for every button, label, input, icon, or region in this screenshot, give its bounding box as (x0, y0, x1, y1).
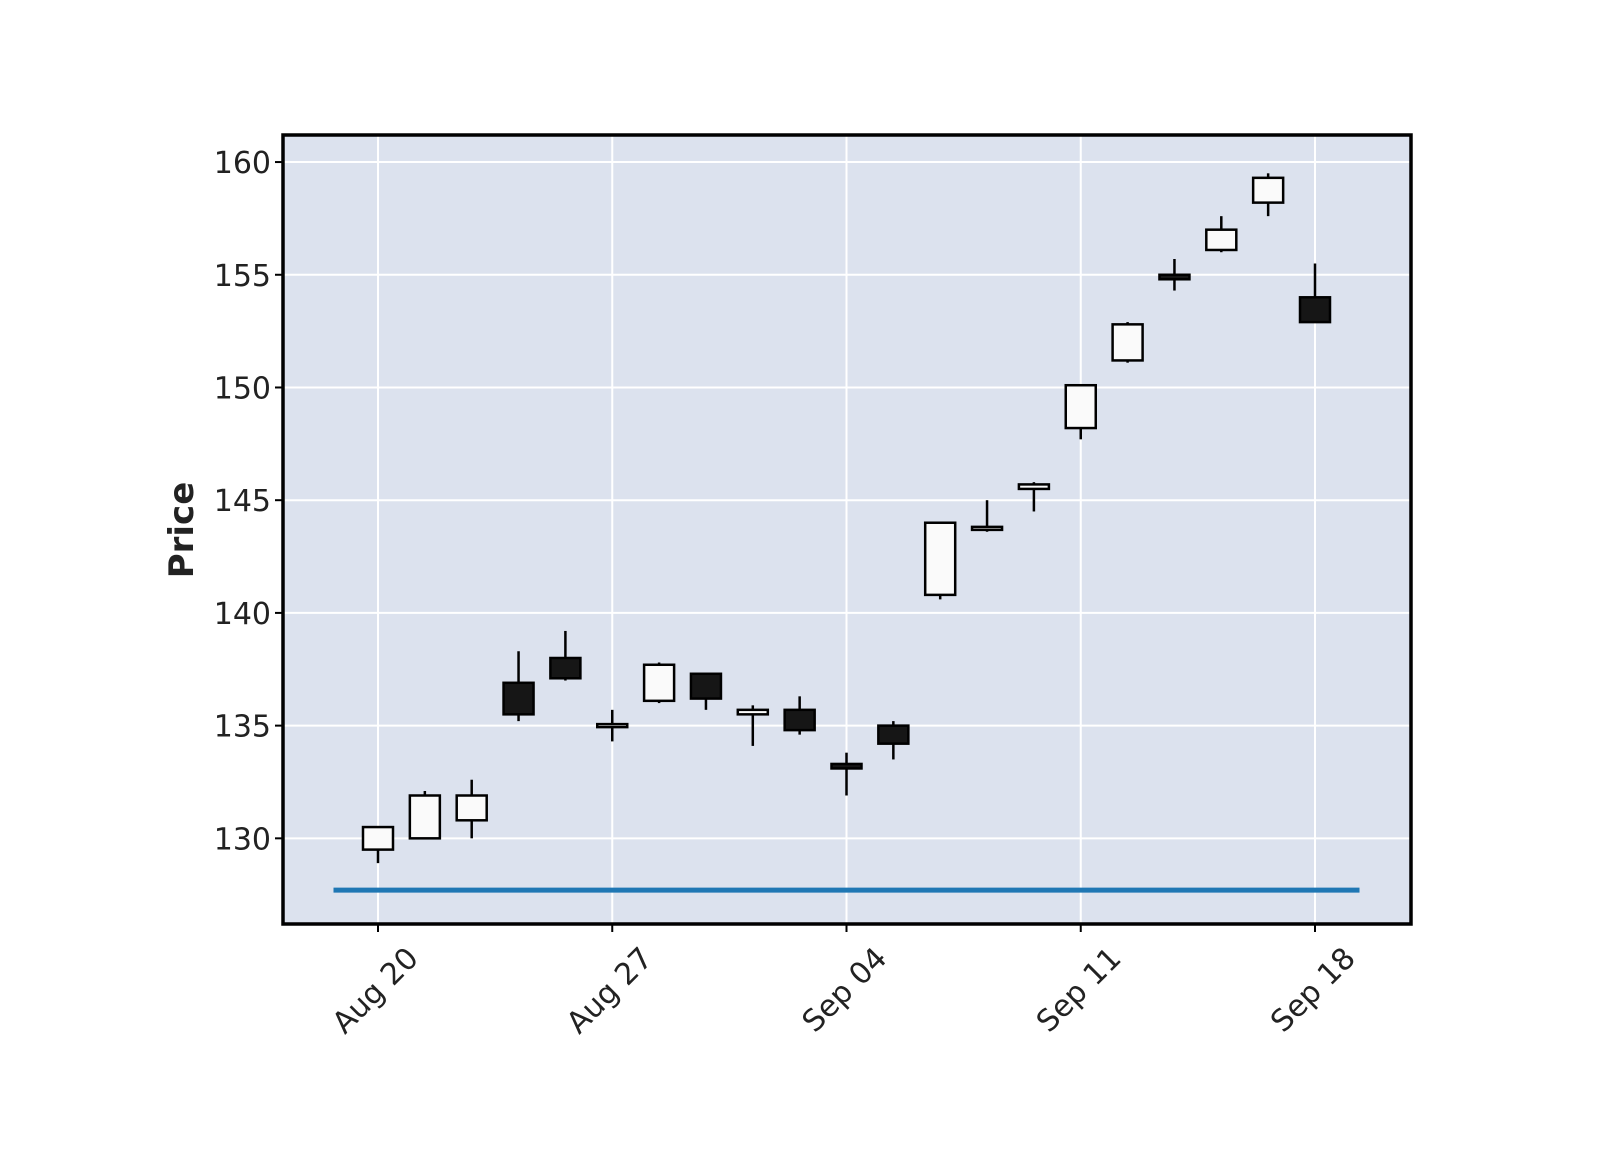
y-tick-label: 160 (214, 146, 271, 181)
y-axis-ticks: 130 135 140 145 150 155 160 (214, 146, 283, 857)
x-tick-label: Sep 04 (796, 941, 894, 1039)
y-axis-title: Price (162, 482, 202, 579)
candle (783, 696, 816, 735)
candle-body (408, 794, 442, 840)
candle-body (923, 521, 957, 597)
x-tick-label: Aug 27 (560, 941, 660, 1041)
candle (642, 662, 676, 704)
candle-body (1017, 483, 1051, 491)
candle (1017, 482, 1051, 512)
candle (1205, 216, 1238, 253)
candle (877, 721, 910, 760)
candle (1064, 383, 1097, 440)
candle-body (455, 794, 488, 822)
candle-body (642, 663, 676, 703)
candle-body (1298, 296, 1332, 324)
candle-body (736, 708, 770, 716)
y-tick-label: 135 (214, 710, 271, 745)
y-tick-label: 130 (214, 822, 271, 857)
candle (736, 705, 770, 746)
candle-body (361, 825, 395, 851)
candle (361, 825, 395, 864)
candle (408, 790, 442, 840)
candle-body (1111, 323, 1144, 362)
candle-body (1205, 228, 1238, 252)
candle (1158, 258, 1191, 291)
candle-body (970, 525, 1004, 532)
candle-body (830, 762, 863, 770)
candle-body (689, 672, 723, 700)
candle (1251, 173, 1285, 217)
candle (549, 630, 582, 681)
x-tick-label: Sep 18 (1264, 941, 1362, 1039)
candle-body (502, 681, 535, 716)
candle-body (596, 722, 629, 729)
candle (455, 779, 488, 839)
candle-body (783, 708, 816, 732)
y-tick-label: 145 (214, 484, 271, 519)
candle (1298, 263, 1332, 324)
candle-body (549, 656, 582, 680)
candle (970, 500, 1004, 532)
candle (502, 651, 535, 722)
candles (361, 173, 1332, 864)
candle-body (1251, 176, 1285, 204)
candle-body (877, 724, 910, 745)
candle (830, 752, 863, 796)
y-tick-label: 155 (214, 259, 271, 294)
candle (689, 672, 723, 710)
candle-body (1064, 383, 1097, 430)
candle (596, 709, 629, 742)
candle-body (1158, 273, 1191, 281)
candle (923, 521, 957, 600)
y-tick-label: 150 (214, 371, 271, 406)
candle (1111, 322, 1144, 363)
x-tick-label: Sep 11 (1030, 941, 1128, 1039)
x-axis-ticks: Aug 20 Aug 27 Sep 04 Sep 11 Sep 18 (326, 924, 1363, 1041)
x-tick-label: Aug 20 (326, 941, 426, 1041)
y-tick-label: 140 (214, 597, 271, 632)
